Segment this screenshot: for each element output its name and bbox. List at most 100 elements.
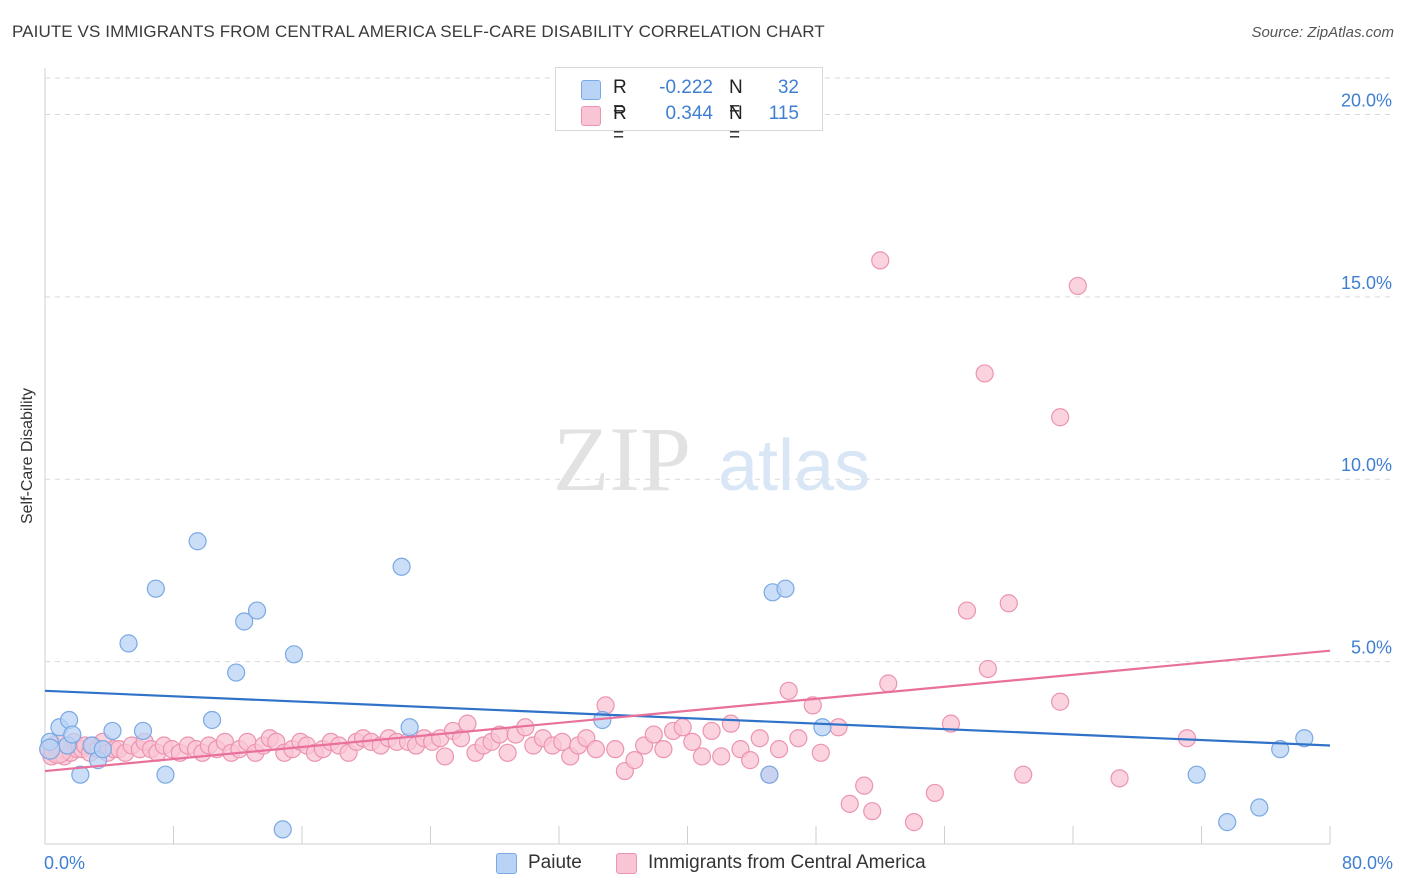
x-tick-label: 80.0% bbox=[1342, 853, 1393, 873]
paiute-point bbox=[1250, 798, 1269, 817]
immigrants-point bbox=[644, 725, 663, 744]
legend-r-value-immigrants: 0.344 bbox=[665, 103, 713, 124]
y-tick-label: 5.0% bbox=[1351, 638, 1392, 658]
paiute-point bbox=[273, 820, 292, 839]
legend: R = -0.222 N = 32 R = 0.344 N = 115 bbox=[555, 67, 823, 146]
paiute-point bbox=[202, 710, 222, 730]
paiute-point bbox=[1187, 765, 1206, 784]
watermark: ZIP atlas bbox=[553, 408, 870, 510]
immigrants-point bbox=[741, 751, 760, 770]
immigrants-point bbox=[789, 729, 808, 748]
paiute-point bbox=[235, 612, 254, 631]
legend-n-label: N = bbox=[729, 77, 743, 120]
paiute-point bbox=[156, 765, 175, 784]
paiute-points bbox=[39, 532, 1314, 839]
gridlines bbox=[45, 77, 1392, 663]
bottom-legend-swatch-paiute bbox=[496, 853, 517, 874]
paiute-point bbox=[119, 634, 138, 653]
tick-labels: 5.0% 10.0% 15.0% 20.0% 0.0% 80.0% bbox=[44, 90, 1393, 873]
paiute-point bbox=[760, 765, 779, 784]
bottom-legend-label-paiute: Paiute bbox=[528, 852, 582, 873]
paiute-point bbox=[93, 740, 112, 759]
immigrants-point bbox=[673, 718, 692, 737]
immigrants-point bbox=[871, 251, 890, 270]
watermark-zip: ZIP bbox=[553, 408, 691, 510]
paiute-point-cluster bbox=[39, 738, 61, 760]
source-label: Source: ZipAtlas.com bbox=[1251, 24, 1394, 41]
paiute-point bbox=[1271, 740, 1290, 759]
paiute-point bbox=[146, 579, 165, 598]
immigrants-point bbox=[435, 747, 455, 766]
trend-lines bbox=[44, 649, 1331, 773]
legend-n-value-paiute: 32 bbox=[777, 77, 799, 98]
legend-swatch-immigrants bbox=[581, 106, 601, 126]
immigrants-point bbox=[957, 601, 977, 620]
paiute-point bbox=[63, 725, 82, 744]
legend-r-label: R = bbox=[613, 77, 627, 120]
paiute-point bbox=[1218, 813, 1237, 832]
paiute-point bbox=[103, 721, 122, 741]
watermark-atlas: atlas bbox=[718, 426, 870, 506]
immigrants-point bbox=[925, 783, 944, 803]
paiute-point bbox=[133, 721, 153, 741]
immigrants-point bbox=[975, 364, 994, 383]
y-tick-label: 15.0% bbox=[1341, 273, 1392, 293]
y-tick-label: 10.0% bbox=[1341, 455, 1392, 475]
axes bbox=[44, 68, 1331, 845]
immigrants-point bbox=[769, 740, 789, 759]
immigrants-point bbox=[1068, 276, 1087, 296]
legend-r-value-paiute: -0.222 bbox=[659, 77, 713, 98]
immigrants-point bbox=[654, 740, 673, 759]
paiute-point bbox=[392, 557, 411, 576]
paiute-point bbox=[247, 601, 267, 620]
paiute-point bbox=[776, 579, 795, 598]
x-tick-label: 0.0% bbox=[44, 853, 85, 873]
immigrants-point bbox=[750, 729, 769, 748]
immigrants-point bbox=[692, 747, 712, 766]
legend-n-value-immigrants: 115 bbox=[768, 103, 799, 124]
bottom-legend-label-immigrants: Immigrants from Central America bbox=[648, 852, 926, 873]
immigrants-point bbox=[1051, 692, 1070, 711]
immigrants-point bbox=[978, 659, 997, 679]
paiute-point bbox=[1295, 729, 1314, 748]
y-tick-label: 20.0% bbox=[1341, 90, 1392, 110]
paiute-point bbox=[813, 718, 832, 737]
immigrants-point bbox=[829, 718, 848, 737]
immigrants-point bbox=[458, 714, 477, 733]
immigrants-point bbox=[904, 813, 924, 832]
immigrants-point bbox=[1014, 765, 1033, 784]
legend-r-label: R = bbox=[613, 103, 627, 146]
immigrants-point bbox=[625, 751, 644, 770]
immigrants-point bbox=[855, 776, 874, 795]
immigrants-point bbox=[999, 594, 1018, 613]
immigrants-point bbox=[941, 714, 961, 733]
immigrants-point bbox=[702, 721, 721, 741]
immigrants-point bbox=[498, 743, 517, 762]
paiute-point bbox=[188, 532, 207, 551]
immigrants-point bbox=[606, 740, 625, 759]
paiute-point bbox=[71, 765, 90, 784]
paiute-trend-line bbox=[44, 689, 1331, 747]
immigrants-point bbox=[879, 674, 898, 693]
immigrants-point bbox=[811, 743, 830, 762]
immigrants-point bbox=[1051, 408, 1070, 427]
immigrants-point bbox=[586, 740, 606, 759]
chart-title: PAIUTE VS IMMIGRANTS FROM CENTRAL AMERIC… bbox=[12, 22, 825, 41]
immigrants-point bbox=[712, 747, 731, 766]
immigrants-point bbox=[779, 681, 798, 700]
legend-swatch-paiute bbox=[581, 80, 601, 100]
legend-n-label: N = bbox=[729, 103, 743, 146]
immigrants-point bbox=[863, 802, 882, 821]
paiute-point bbox=[400, 718, 419, 737]
immigrants-points bbox=[39, 251, 1197, 832]
bottom-legend-swatch-immigrants bbox=[616, 853, 637, 874]
immigrants-point bbox=[803, 696, 822, 715]
paiute-point bbox=[284, 645, 304, 664]
immigrants-trend-line bbox=[44, 649, 1331, 773]
immigrants-point bbox=[1110, 769, 1129, 788]
immigrants-point bbox=[840, 794, 859, 813]
immigrants-point bbox=[683, 732, 702, 751]
paiute-point bbox=[227, 663, 246, 682]
immigrants-point bbox=[721, 714, 740, 733]
